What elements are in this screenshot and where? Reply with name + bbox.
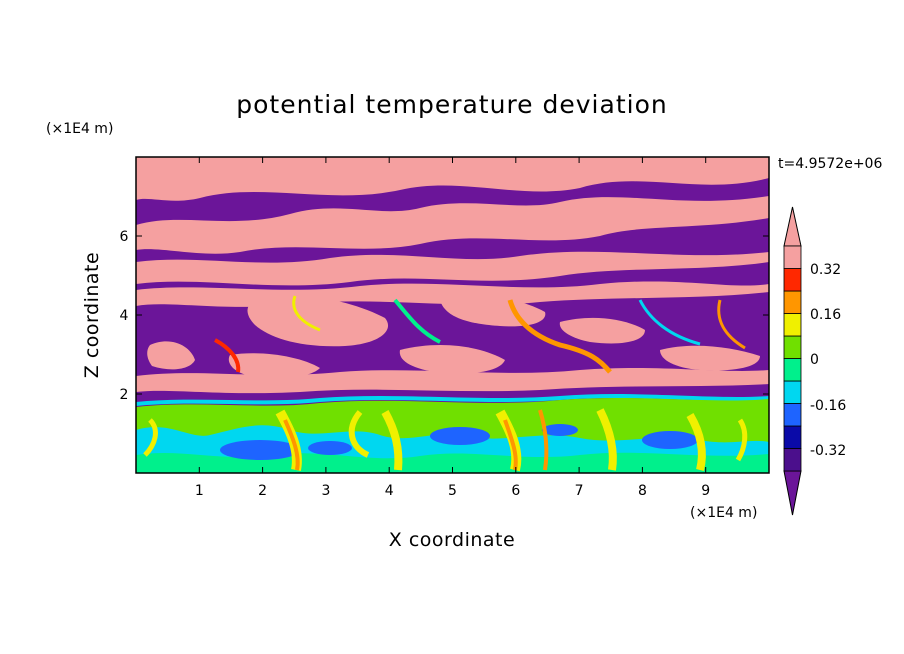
x-tick-label: 5 [448,483,457,499]
x-tick-label: 2 [258,483,267,499]
colorbar-label: -0.32 [810,443,846,459]
y-axis-label: Z coordinate [81,252,103,378]
colorbar-swatch [783,313,802,337]
colorbar-swatch [783,425,802,449]
z-scale-label: (×1E4 m) [46,121,113,137]
colorbar-swatch [783,268,802,292]
colorbar-swatch [783,380,802,404]
colorbar-label: -0.16 [810,398,846,414]
colorbar-label: 0.16 [810,307,841,323]
y-tick-label: 6 [120,229,129,245]
x-tick-label: 3 [321,483,330,499]
x-tick-label: 9 [701,483,710,499]
x-tick-label: 8 [638,483,647,499]
colorbar-label: 0.32 [810,262,841,278]
contour-field [136,157,769,473]
colorbar-swatch [783,335,802,359]
time-label: t=4.9572e+06 [778,156,882,172]
colorbar: 0.32 0.16 0 -0.16 -0.32 [783,206,846,516]
colorbar-swatch [783,290,802,314]
x-tick-label: 1 [195,483,204,499]
y-tick-label: 4 [120,308,129,324]
colorbar-label: 0 [810,352,819,368]
colorbar-swatch [783,358,802,382]
chart-title: potential temperature deviation [236,90,667,119]
x-axis-label: X coordinate [389,529,515,551]
colorbar-over-arrow [783,206,802,247]
x-tick-label: 4 [385,483,394,499]
x-axis: 1 2 3 4 5 6 7 8 9 (×1E4 m) X coordinate [195,157,757,551]
colorbar-swatch [783,245,802,269]
colorbar-swatch [783,448,802,472]
y-tick-label: 2 [120,387,129,403]
x-scale-label: (×1E4 m) [690,505,757,521]
x-tick-label: 6 [511,483,520,499]
colorbar-under-arrow [783,470,802,516]
x-tick-label: 7 [575,483,584,499]
y-axis: 2 4 6 Z coordinate [81,229,769,403]
colorbar-swatch [783,403,802,427]
